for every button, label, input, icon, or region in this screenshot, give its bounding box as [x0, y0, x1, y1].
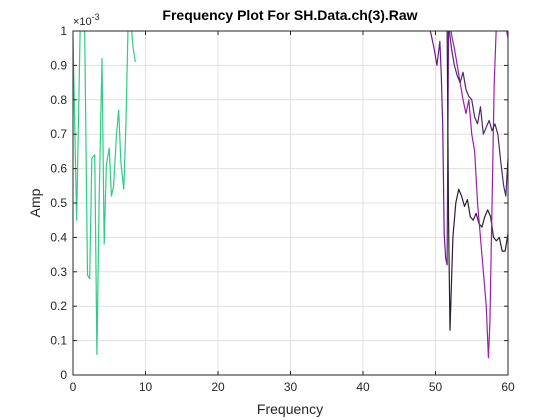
- y-axis-exponent: ×10-3: [73, 12, 100, 28]
- axis-tick-labels: 0 10 20 30 40 50 60 0 0.1 0.2 0.3 0.4 0.5 0.6 0.7 0.8 0.…: [50, 24, 515, 394]
- x-tick-label: 40: [356, 380, 370, 394]
- y-tick-label: 0.5: [50, 196, 67, 210]
- x-tick-label: 30: [284, 380, 298, 394]
- series-line-5: [448, 31, 508, 197]
- y-axis-label: Amp: [27, 188, 43, 217]
- y-tick-label: 1: [60, 24, 67, 38]
- y-tick-label: 0.6: [50, 162, 67, 176]
- x-tick-label: 20: [211, 380, 225, 394]
- x-tick-label: 0: [70, 380, 77, 394]
- y-tick-label: 0: [60, 368, 67, 382]
- chart-title: Frequency Plot For SH.Data.ch(3).Raw: [162, 7, 417, 23]
- series-line-4: [450, 31, 508, 359]
- x-axis-label: Frequency: [257, 401, 323, 417]
- x-tick-label: 10: [139, 380, 153, 394]
- x-tick-label: 60: [501, 380, 515, 394]
- series-line-1: [73, 31, 136, 355]
- y-exponent-base: ×10: [73, 16, 92, 28]
- y-exponent-power: -3: [92, 12, 100, 22]
- y-tick-label: 0.1: [50, 334, 67, 348]
- y-tick-label: 0.8: [50, 93, 67, 107]
- y-tick-label: 0.3: [50, 265, 67, 279]
- y-tick-label: 0.9: [50, 58, 67, 72]
- series-layer: [73, 31, 508, 359]
- y-tick-label: 0.7: [50, 127, 67, 141]
- series-line-3: [446, 31, 508, 331]
- x-tick-label: 50: [429, 380, 443, 394]
- y-tick-label: 0.2: [50, 299, 67, 313]
- axis-ticks: [72, 30, 509, 376]
- y-tick-label: 0.4: [50, 230, 67, 244]
- series-line-2: [429, 31, 450, 266]
